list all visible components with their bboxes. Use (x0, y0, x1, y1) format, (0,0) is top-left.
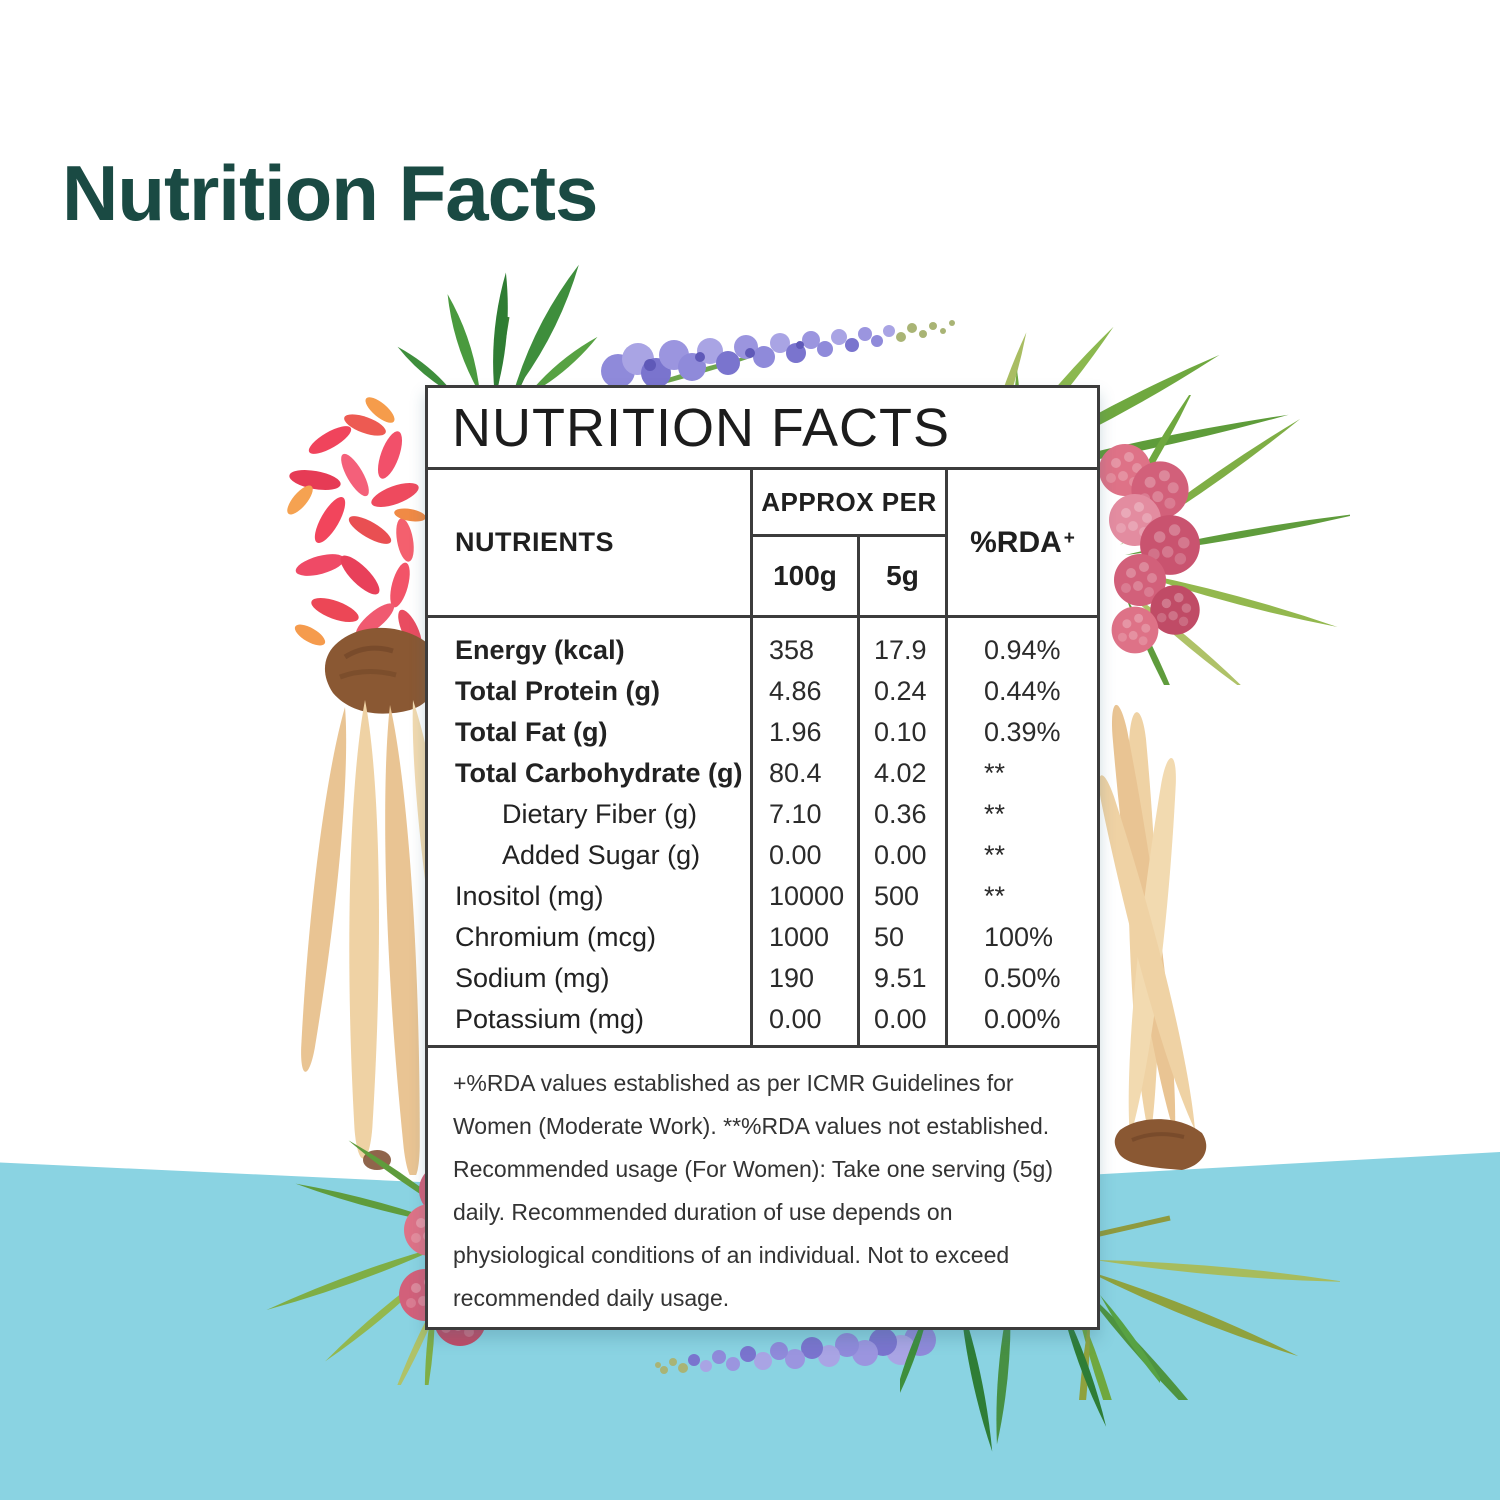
value-per-100g: 4.86 (769, 676, 822, 706)
nutrient-label: Potassium (mg) (455, 1004, 645, 1034)
column-divider (857, 618, 860, 1045)
nutrient-label: Sodium (mg) (455, 963, 610, 993)
value-rda: 0.50% (984, 963, 1061, 993)
value-per-100g: 1000 (769, 922, 830, 952)
footnote-line: physiological conditions of an individua… (453, 1242, 1010, 1268)
footnote-line: +%RDA values established as per ICMR Gui… (453, 1070, 1014, 1096)
value-per-5g: 4.02 (874, 758, 927, 788)
table-row: Total Fat (g) 1.96 0.10 0.39% (428, 712, 1097, 753)
value-per-5g: 0.24 (874, 676, 927, 706)
rda-superscript: + (1063, 527, 1075, 549)
value-per-5g: 50 (874, 922, 905, 952)
value-per-100g: 190 (769, 963, 815, 993)
footnote-line: recommended daily usage. (453, 1285, 730, 1311)
nutrient-label: Added Sugar (g) (502, 840, 701, 870)
right-raspberries-illustration (1099, 395, 1350, 685)
value-per-5g: 0.00 (874, 1004, 927, 1034)
table-header: NUTRIENTS APPROX PER 100g 5g %RDA + (428, 470, 1097, 618)
nutrient-label: Total Carbohydrate (g) (455, 758, 743, 788)
value-rda: ** (984, 881, 1006, 911)
value-per-100g: 7.10 (769, 799, 822, 829)
table-row: Total Protein (g) 4.86 0.24 0.44% (428, 671, 1097, 712)
value-per-100g: 10000 (769, 881, 845, 911)
column-header-approx-per: APPROX PER (753, 470, 945, 537)
value-rda: 0.44% (984, 676, 1061, 706)
value-rda: 0.00% (984, 1004, 1061, 1034)
nutrient-label: Total Protein (g) (455, 676, 660, 706)
value-rda: 0.94% (984, 635, 1061, 665)
value-per-100g: 80.4 (769, 758, 822, 788)
table-row: Chromium (mcg) 1000 50 100% (428, 917, 1097, 958)
footnote-line: Women (Moderate Work). **%RDA values not… (453, 1113, 1050, 1139)
table-row: Potassium (mg) 0.00 0.00 0.00% (428, 999, 1097, 1040)
value-rda: 100% (984, 922, 1054, 952)
value-per-100g: 1.96 (769, 717, 822, 747)
rda-label: %RDA (970, 525, 1062, 559)
value-per-100g: 0.00 (769, 840, 822, 870)
value-per-5g: 17.9 (874, 635, 927, 665)
value-rda: 0.39% (984, 717, 1061, 747)
value-per-5g: 500 (874, 881, 920, 911)
table-row: Dietary Fiber (g) 7.10 0.36 ** (428, 794, 1097, 835)
footnote-line: daily. Recommended duration of use depen… (453, 1199, 953, 1225)
nutrient-label: Inositol (mg) (455, 881, 604, 911)
value-per-100g: 358 (769, 635, 815, 665)
panel-title: NUTRITION FACTS (428, 388, 1097, 470)
nutrient-label: Total Fat (g) (455, 717, 608, 747)
top-left-leaves-illustration (395, 262, 601, 400)
nutrient-label: Chromium (mcg) (455, 922, 657, 952)
nutrient-label: Energy (kcal) (455, 635, 625, 665)
top-purple-flower-illustration (601, 320, 955, 400)
table-row: Total Carbohydrate (g) 80.4 4.02 ** (428, 753, 1097, 794)
right-roots-illustration (1089, 703, 1207, 1170)
value-rda: ** (984, 799, 1006, 829)
value-per-5g: 9.51 (874, 963, 927, 993)
column-divider (750, 618, 753, 1045)
page-title: Nutrition Facts (62, 149, 598, 238)
column-header-100g: 100g (753, 537, 860, 615)
column-divider (945, 618, 948, 1045)
value-per-5g: 0.36 (874, 799, 927, 829)
value-per-100g: 0.00 (769, 1004, 822, 1034)
value-per-5g: 0.10 (874, 717, 927, 747)
value-rda: ** (984, 840, 1006, 870)
footnote-line: Recommended usage (For Women): Take one … (453, 1156, 1053, 1182)
footnote: +%RDA values established as per ICMR Gui… (428, 1048, 1097, 1320)
column-group-approx-per: APPROX PER 100g 5g (753, 470, 948, 615)
table-row: Energy (kcal) 358 17.9 0.94% (428, 630, 1097, 671)
column-header-nutrients: NUTRIENTS (428, 470, 753, 615)
nutrient-label: Dietary Fiber (g) (502, 799, 698, 829)
table-row: Inositol (mg) 10000 500 ** (428, 876, 1097, 917)
table-row: Added Sugar (g) 0.00 0.00 ** (428, 835, 1097, 876)
column-header-rda: %RDA + (948, 470, 1097, 615)
value-rda: ** (984, 758, 1006, 788)
nutrition-facts-panel: NUTRITION FACTS NUTRIENTS APPROX PER 100… (425, 385, 1100, 1330)
table-row: Sodium (mg) 190 9.51 0.50% (428, 958, 1097, 999)
column-header-5g: 5g (886, 560, 919, 591)
bottom-right-leaves-illustration (1070, 1215, 1340, 1400)
nutrient-rows: Energy (kcal) 358 17.9 0.94% Total Prote… (428, 618, 1097, 1048)
value-per-5g: 0.00 (874, 840, 927, 870)
